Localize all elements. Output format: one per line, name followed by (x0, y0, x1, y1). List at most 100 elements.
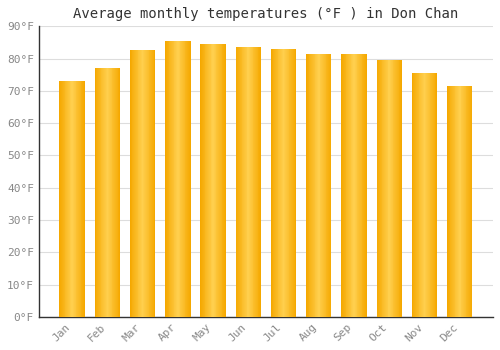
Bar (447, 86, 448, 317)
Bar (256, 47, 257, 317)
Bar (69, 81, 70, 317)
Bar (349, 54, 350, 317)
Bar (362, 54, 364, 317)
Bar (61, 81, 62, 317)
Bar (436, 73, 437, 317)
Bar (106, 68, 108, 317)
Bar (209, 44, 210, 317)
Bar (112, 68, 114, 317)
Bar (450, 86, 452, 317)
Bar (456, 86, 457, 317)
Bar (171, 41, 172, 317)
Bar (359, 54, 360, 317)
Bar (314, 54, 316, 317)
Bar (432, 73, 433, 317)
Bar (319, 54, 320, 317)
Bar (207, 44, 208, 317)
Bar (415, 73, 416, 317)
Bar (291, 49, 292, 317)
Bar (80, 81, 82, 317)
Bar (170, 41, 171, 317)
Bar (134, 50, 135, 317)
Bar (311, 54, 312, 317)
Bar (210, 44, 212, 317)
Bar (168, 41, 170, 317)
Bar (313, 54, 314, 317)
Bar (96, 68, 97, 317)
Bar (148, 50, 150, 317)
Bar (322, 54, 323, 317)
Bar (293, 49, 294, 317)
Bar (466, 86, 468, 317)
Bar (166, 41, 167, 317)
Bar (260, 47, 261, 317)
Bar (202, 44, 203, 317)
Bar (463, 86, 464, 317)
Bar (281, 49, 282, 317)
Bar (251, 47, 252, 317)
Bar (244, 47, 245, 317)
Bar (255, 47, 256, 317)
Bar (250, 47, 251, 317)
Bar (350, 54, 352, 317)
Bar (378, 60, 379, 317)
Bar (464, 86, 465, 317)
Bar (417, 73, 418, 317)
Bar (327, 54, 328, 317)
Bar (414, 73, 415, 317)
Bar (290, 49, 291, 317)
Bar (84, 81, 85, 317)
Bar (381, 60, 382, 317)
Bar (176, 41, 177, 317)
Bar (312, 54, 313, 317)
Bar (384, 60, 385, 317)
Bar (249, 47, 250, 317)
Bar (394, 60, 395, 317)
Bar (453, 86, 454, 317)
Bar (385, 60, 386, 317)
Bar (240, 47, 242, 317)
Bar (459, 86, 460, 317)
Bar (224, 44, 225, 317)
Bar (358, 54, 359, 317)
Bar (452, 86, 453, 317)
Bar (458, 86, 459, 317)
Bar (67, 81, 68, 317)
Bar (285, 49, 286, 317)
Bar (348, 54, 349, 317)
Bar (320, 54, 322, 317)
Bar (139, 50, 140, 317)
Bar (397, 60, 398, 317)
Bar (110, 68, 111, 317)
Bar (131, 50, 132, 317)
Bar (376, 60, 378, 317)
Bar (280, 49, 281, 317)
Bar (317, 54, 318, 317)
Bar (271, 49, 272, 317)
Bar (97, 68, 98, 317)
Bar (222, 44, 223, 317)
Bar (329, 54, 330, 317)
Bar (184, 41, 186, 317)
Bar (132, 50, 134, 317)
Bar (276, 49, 277, 317)
Bar (257, 47, 258, 317)
Bar (354, 54, 355, 317)
Bar (243, 47, 244, 317)
Bar (242, 47, 243, 317)
Bar (433, 73, 434, 317)
Bar (246, 47, 248, 317)
Bar (83, 81, 84, 317)
Bar (219, 44, 220, 317)
Bar (379, 60, 380, 317)
Bar (118, 68, 119, 317)
Bar (352, 54, 353, 317)
Bar (74, 81, 76, 317)
Bar (66, 81, 67, 317)
Bar (73, 81, 74, 317)
Bar (218, 44, 219, 317)
Bar (326, 54, 327, 317)
Bar (412, 73, 414, 317)
Bar (426, 73, 427, 317)
Bar (465, 86, 466, 317)
